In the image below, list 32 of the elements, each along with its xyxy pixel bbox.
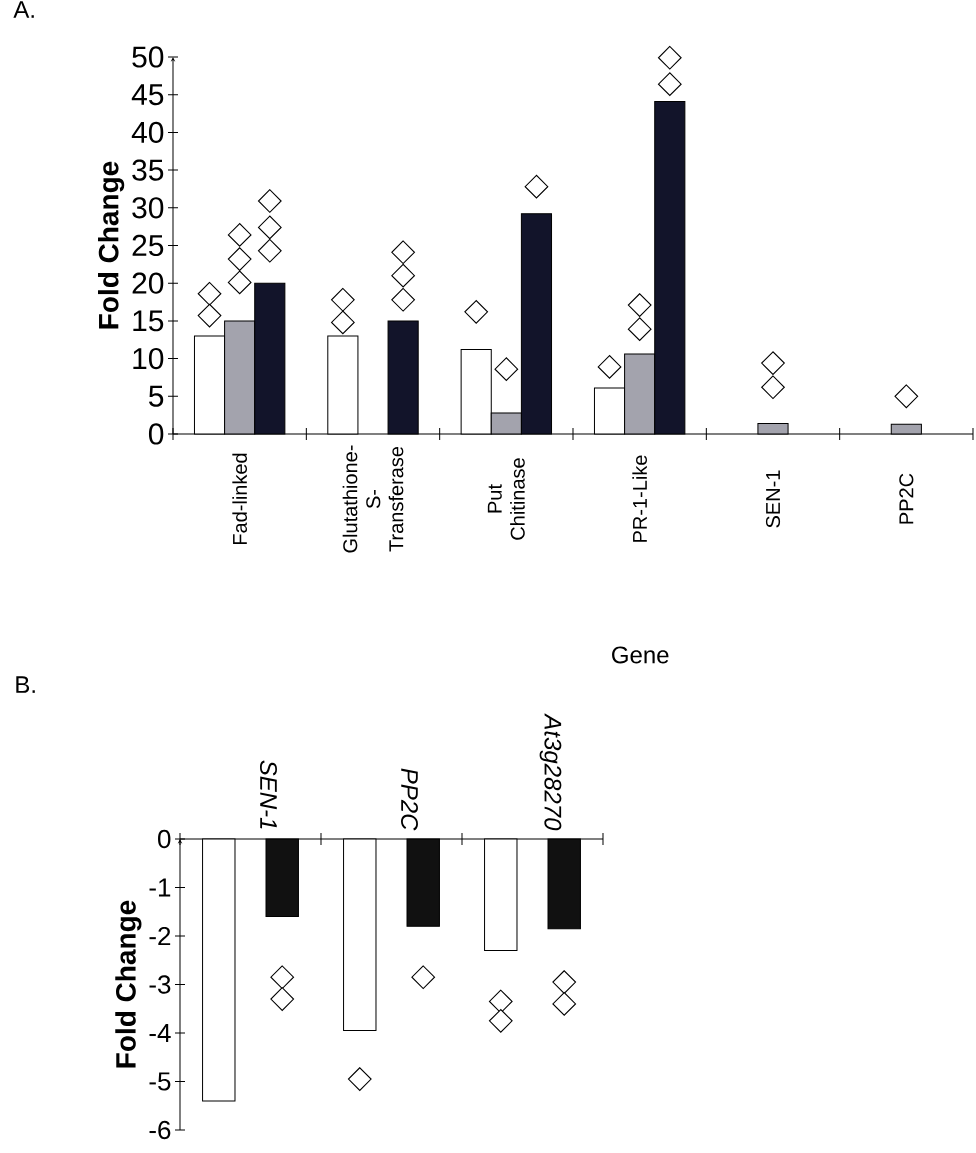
chart-title: A. [13, 1, 34, 18]
x-tick-label: Fad-linked [232, 453, 247, 545]
y-tick-label: 50 [132, 46, 164, 68]
x-tick-label: SEN-1 [765, 470, 781, 528]
y-axis-title: Fold Change [98, 161, 125, 329]
x-tick-label: PR-1-Like [632, 455, 647, 542]
y-tick-label: 35 [132, 159, 164, 181]
y-tick-label: 15 [133, 310, 164, 332]
y-tick-label: -6 [149, 1120, 171, 1140]
x-tick-label: Put Chitinase [487, 458, 525, 540]
x-tick-label: At3g28270 [539, 713, 562, 831]
y-tick-label: 20 [132, 272, 164, 294]
y-tick-label: 45 [131, 84, 164, 106]
y-tick-label: 40 [131, 121, 164, 144]
y-tick-label: 30 [132, 197, 164, 219]
y-tick-label: -4 [149, 1024, 171, 1042]
y-tick-label: -3 [149, 975, 171, 994]
y-tick-label: -1 [149, 878, 171, 897]
y-tick-label: 25 [132, 234, 164, 257]
y-tick-label: -2 [149, 926, 171, 946]
chart-title: B. [16, 676, 35, 693]
y-tick-label: 0 [158, 829, 171, 849]
x-tick-label: PP2C [899, 473, 914, 524]
x-tick-label: SEN-1 [260, 760, 277, 829]
y-tick-label: 10 [133, 347, 164, 370]
x-tick-label: Glutathione-S-Transferase [342, 445, 404, 553]
x-axis-title: Gene [612, 646, 669, 664]
y-tick-label: -5 [149, 1072, 171, 1091]
y-tick-label: 5 [148, 385, 164, 407]
y-tick-label: 0 [148, 423, 164, 445]
x-tick-label: PP2C [401, 768, 418, 831]
y-axis-title: Fold Change [115, 900, 142, 1068]
